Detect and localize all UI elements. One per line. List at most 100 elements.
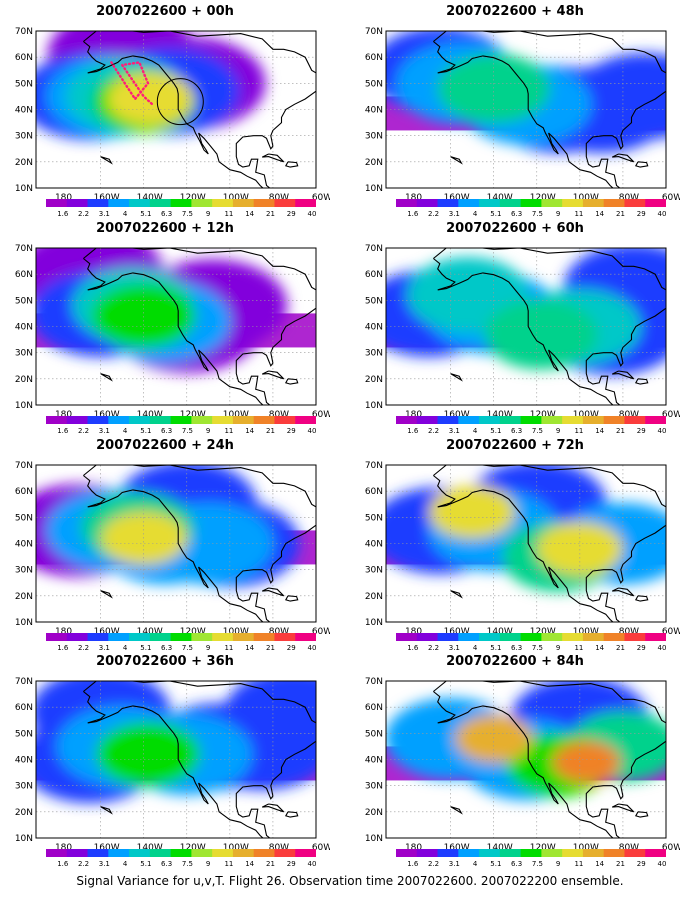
y-tick-label: 20N [15, 808, 33, 818]
colorbar-label: 5.1 [140, 644, 151, 652]
colorbar-swatch [582, 416, 605, 424]
coastline [83, 248, 316, 405]
coastline [83, 681, 316, 838]
colorbar-swatch [170, 633, 192, 641]
colorbar-label: 9 [556, 427, 560, 435]
colorbar-label: 3.1 [99, 860, 110, 868]
x-tick-label: 80W [269, 410, 289, 418]
x-tick-label: 60W [312, 410, 330, 418]
panel-title: 2007022600 + 48h [446, 4, 584, 19]
colorbar-swatch [458, 633, 480, 641]
colorbar-label: 29 [287, 644, 296, 652]
y-tick-label: 70N [365, 27, 383, 37]
island-outline [611, 153, 635, 163]
x-tick-label: 160W [94, 843, 120, 851]
colorbar-label: 21 [266, 210, 275, 218]
x-tick-label: 180 [55, 193, 72, 201]
colorbar-swatch [603, 199, 625, 207]
colorbar-label: 21 [616, 644, 625, 652]
colorbar-label: 4 [123, 860, 128, 868]
colorbar-swatch [582, 633, 605, 641]
colorbar: 1.6 2.2 3.1 4 5.1 6.3 7.5 9 11 14 21 29 40 [46, 849, 316, 868]
colorbar-label: 5.1 [490, 860, 501, 868]
colorbar-swatch [541, 416, 563, 424]
colorbar-swatch [479, 199, 501, 207]
y-tick-label: 10N [365, 401, 383, 411]
colorbar-swatch [191, 199, 213, 207]
colorbar-label: 40 [308, 860, 316, 868]
y-tick-label: 10N [365, 834, 383, 844]
y-tick-label: 30N [15, 566, 33, 576]
island-outline [450, 373, 463, 382]
x-tick-label: 100W [573, 193, 599, 201]
x-tick-label: 100W [223, 193, 249, 201]
coastline [83, 31, 316, 188]
map-plot: 180 160W 140W 120W 100W 80W 60W 10N 20N 30N 40N 50N… [15, 244, 330, 418]
x-tick-label: 140W [137, 410, 163, 418]
x-tick-label: 100W [223, 410, 249, 418]
x-tick-label: 180 [405, 843, 422, 851]
y-tick-label: 10N [365, 184, 383, 194]
variance-contour [96, 722, 200, 787]
colorbar-label: 4 [123, 427, 128, 435]
map-plot: 180 160W 140W 120W 100W 80W 60W 10N 20N 30N 40N 50N… [365, 27, 680, 201]
x-tick-label: 60W [662, 410, 680, 418]
colorbar-swatch [645, 416, 666, 424]
colorbar-swatch [274, 849, 296, 857]
y-tick-label: 20N [365, 158, 383, 168]
colorbar-swatch [87, 416, 109, 424]
colorbar-swatch [396, 849, 418, 857]
y-tick-label: 70N [365, 677, 383, 687]
colorbar-label: 6.3 [511, 427, 522, 435]
colorbar-swatch [46, 199, 68, 207]
x-tick-label: 160W [94, 410, 120, 418]
colorbar-label: 3.1 [449, 644, 460, 652]
island-outline [450, 156, 463, 165]
y-tick-label: 10N [365, 618, 383, 628]
colorbar-swatch [562, 416, 584, 424]
x-tick-label: 120W [530, 410, 556, 418]
y-tick-label: 40N [15, 540, 33, 550]
y-tick-label: 30N [365, 349, 383, 359]
y-tick-label: 20N [15, 158, 33, 168]
colorbar-label: 4 [473, 860, 478, 868]
y-tick-label: 70N [15, 244, 33, 254]
x-tick-label: 120W [530, 193, 556, 201]
colorbar-swatch [645, 633, 666, 641]
colorbar: 1.6 2.2 3.1 4 5.1 6.3 7.5 9 11 14 21 29 40 [396, 199, 666, 218]
colorbar-label: 40 [658, 860, 666, 868]
y-tick-label: 30N [15, 132, 33, 142]
colorbar-label: 9 [206, 860, 210, 868]
colorbar-swatch [253, 199, 275, 207]
x-tick-label: 140W [487, 843, 513, 851]
x-tick-label: 80W [619, 193, 639, 201]
colorbar-label: 21 [266, 860, 275, 868]
map-plot: 180 160W 140W 120W 100W 80W 60W 10N 20N 30N 40N 50N… [365, 244, 680, 418]
island-outline [284, 378, 299, 385]
y-tick-label: 60N [15, 703, 33, 713]
colorbar-label: 14 [245, 644, 254, 652]
y-tick-label: 50N [15, 296, 33, 306]
colorbar-label: 3.1 [449, 860, 460, 868]
x-tick-label: 160W [94, 193, 120, 201]
colorbar-label: 21 [616, 210, 625, 218]
y-tick-label: 70N [365, 461, 383, 471]
y-tick-label: 10N [15, 401, 33, 411]
colorbar-label: 2.2 [78, 860, 89, 868]
colorbar-swatch [191, 849, 213, 857]
island-outline [611, 370, 635, 380]
y-tick-label: 40N [365, 323, 383, 333]
colorbar-swatch [46, 416, 68, 424]
colorbar-label: 1.6 [407, 644, 419, 652]
x-tick-label: 180 [405, 193, 422, 201]
colorbar-swatch [295, 633, 316, 641]
colorbar-label: 11 [224, 427, 233, 435]
colorbar-label: 6.3 [511, 860, 522, 868]
map-plot: 180 160W 140W 120W 100W 80W 60W 10N 20N 30N 40N 50N… [15, 461, 330, 635]
map-panel: 2007022600 + 12h 180 160W 140W 120W 100W 80W 60… [0, 220, 330, 435]
x-tick-label: 120W [530, 843, 556, 851]
x-tick-label: 140W [137, 193, 163, 201]
y-tick-label: 40N [15, 323, 33, 333]
y-tick-label: 40N [365, 756, 383, 766]
y-tick-label: 20N [365, 592, 383, 602]
